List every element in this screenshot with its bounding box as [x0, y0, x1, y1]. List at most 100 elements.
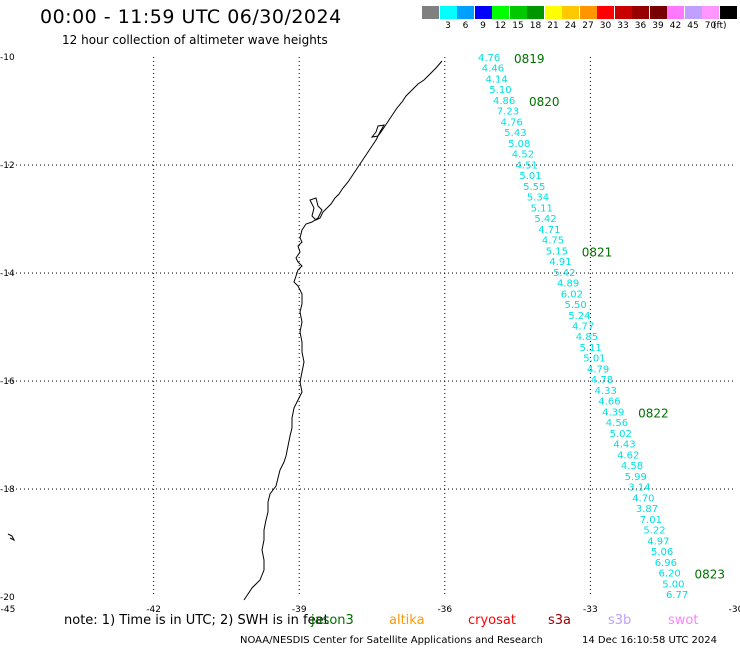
swh-value: 4.43: [613, 440, 635, 451]
lat-tick-label: -10: [0, 53, 15, 63]
swh-value: 4.70: [632, 493, 654, 504]
lat-tick-label: -12: [0, 161, 15, 171]
lat-tick-label: -18: [0, 485, 15, 495]
lon-tick-label: -39: [292, 605, 307, 615]
swh-value: 5.42: [553, 268, 575, 279]
swh-value: 6.20: [659, 569, 681, 580]
island: [7, 533, 16, 542]
swh-value: 5.11: [531, 203, 553, 214]
swh-value: 5.99: [625, 472, 647, 483]
swh-value: 4.33: [595, 386, 617, 397]
colorbar-label: 39: [652, 21, 664, 31]
colorbar-swatch: [457, 6, 474, 19]
colorbar-swatch: [474, 6, 492, 19]
swh-value: 6.96: [655, 558, 677, 569]
swh-value: 4.85: [576, 332, 598, 343]
lon-tick-label: -42: [146, 605, 161, 615]
colorbar-label: 27: [582, 21, 594, 31]
swh-value: 5.11: [580, 343, 602, 354]
colorbar-label: 30: [599, 21, 612, 31]
mission-swot: swot: [668, 613, 699, 628]
colorbar-label: 21: [547, 21, 559, 31]
swh-value: 5.02: [610, 429, 632, 440]
swh-value: 4.76: [478, 53, 500, 64]
colorbar-swatch: [579, 6, 597, 19]
swh-labels: 4.764.464.145.104.867.234.765.435.084.52…: [478, 53, 688, 601]
colorbar-swatch: [597, 6, 614, 19]
swh-value: 4.46: [482, 64, 504, 75]
map-axis-ticks: -45 -42 -39 -36 -33 -30 -10 -12 -14 -16 -18 -20: [0, 53, 740, 615]
generation-timestamp: 14 Dec 16:10:58 UTC 2024: [582, 635, 717, 646]
swh-value: 4.52: [512, 150, 534, 161]
colorbar-unit: (ft): [713, 21, 727, 31]
swh-value: 4.97: [647, 536, 669, 547]
footer-note: note: 1) Time is in UTC; 2) SWH is in fe…: [64, 613, 329, 628]
lon-tick-label: -45: [1, 605, 16, 615]
colorbar-swatch: [439, 6, 457, 19]
swh-value: 7.23: [497, 107, 519, 118]
colorbar-swatch: [562, 6, 579, 19]
mission-cryosat: cryosat: [468, 613, 516, 628]
lon-tick-label: -33: [583, 605, 598, 615]
swh-value: 4.77: [572, 322, 594, 333]
colorbar-label: 33: [617, 21, 629, 31]
colorbar-swatch: [527, 6, 544, 19]
swh-value: 5.01: [583, 354, 605, 365]
swh-value: 4.14: [486, 75, 508, 86]
colorbar-swatch: [684, 6, 702, 19]
swh-value: 5.43: [504, 128, 526, 139]
lon-tick-label: -36: [437, 605, 452, 615]
swh-value: 4.39: [602, 407, 624, 418]
colorbar-swatch: [614, 6, 632, 19]
mission-s3a: s3a: [548, 613, 572, 628]
swh-value: 6.02: [561, 289, 583, 300]
map-title: 00:00 - 11:59 UTC 06/30/2024: [40, 6, 342, 28]
colorbar-swatch: [667, 6, 684, 19]
swh-value: 5.00: [662, 579, 684, 590]
pass-time-labels: 0819 0820 0821 0822 0823: [514, 52, 725, 582]
lat-tick-label: -14: [0, 269, 15, 279]
colorbar-swatch: [702, 6, 719, 19]
colorbar-label: 36: [634, 21, 647, 31]
swh-value: 4.91: [549, 257, 571, 268]
pass-time-label: 0820: [529, 95, 560, 109]
colorbar-label: 45: [687, 21, 699, 31]
map-gridlines: [8, 57, 736, 597]
colorbar-label: 15: [512, 21, 524, 31]
swh-value: 5.10: [489, 85, 511, 96]
swh-value: 6.77: [666, 590, 688, 601]
colorbar-label: 3: [445, 21, 451, 31]
colorbar-swatch: [544, 6, 562, 19]
colorbar-label: 42: [669, 21, 682, 31]
swh-value: 5.06: [651, 547, 673, 558]
swh-value: 4.58: [621, 461, 643, 472]
swh-value: 4.71: [538, 225, 560, 236]
pass-time-label: 0823: [695, 568, 726, 582]
swh-value: 5.08: [508, 139, 530, 150]
colorbar-swatch: [492, 6, 509, 19]
swh-value: 4.56: [606, 418, 628, 429]
swh-value: 5.34: [527, 193, 549, 204]
swh-value: 3.87: [636, 504, 658, 515]
swh-value: 3.14: [628, 483, 650, 494]
swh-value: 4.86: [493, 96, 515, 107]
lat-tick-label: -20: [0, 593, 15, 603]
colorbar-label: 24: [564, 21, 577, 31]
swh-value: 4.76: [501, 117, 523, 128]
swh-value: 4.66: [598, 397, 620, 408]
swh-value: 4.51: [516, 160, 538, 171]
colorbar-label: 12: [494, 21, 507, 31]
colorbar-swatch: [422, 6, 439, 19]
credit-line: NOAA/NESDIS Center for Satellite Applica…: [240, 635, 543, 646]
swh-value: 4.78: [591, 375, 613, 386]
pass-time-label: 0819: [514, 52, 545, 66]
swh-value: 7.01: [640, 515, 662, 526]
swh-value: 5.55: [523, 182, 545, 193]
pass-time-label: 0821: [582, 245, 613, 259]
swh-value: 5.42: [534, 214, 556, 225]
pass-time-label: 0822: [638, 406, 669, 420]
map-subtitle: 12 hour collection of altimeter wave hei…: [62, 33, 328, 47]
colorbar-swatch: [632, 6, 649, 19]
lat-tick-label: -16: [0, 377, 15, 387]
